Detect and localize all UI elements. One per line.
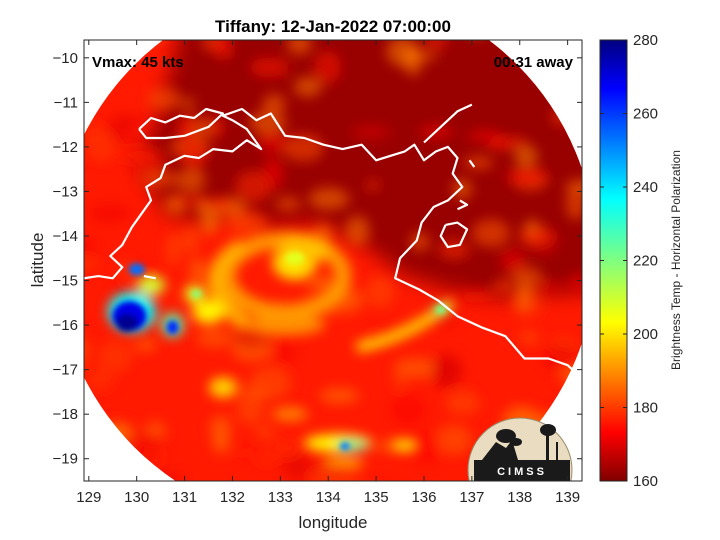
coastline	[84, 103, 582, 380]
x-tick-label: 130	[124, 489, 149, 506]
colorbar-tick-label: 240	[633, 179, 658, 196]
time-away-label: 00:31 away	[494, 54, 574, 71]
y-axis: −10 −11 −12 −13 −14 −15 −16 −17 −18 −19	[53, 50, 582, 468]
x-tick-label: 133	[268, 489, 293, 506]
brightness-texture	[84, 40, 582, 481]
x-tick-label: 139	[555, 489, 580, 506]
y-tick-label: −11	[54, 94, 78, 111]
colorbar-label: Brightness Temp - Horizontal Polarizatio…	[669, 150, 683, 370]
colorbar-tick-label: 260	[633, 106, 658, 123]
vmax-label: Vmax: 45 kts	[92, 54, 184, 71]
plot-frame	[83, 39, 583, 482]
x-tick-label: 129	[76, 489, 101, 506]
colorbar-ticks: 160 180 200 220 240 260 280	[600, 32, 658, 490]
y-axis-label: latitude	[28, 233, 47, 288]
y-tick-label: −19	[53, 451, 78, 468]
x-tick-label: 136	[411, 489, 436, 506]
y-tick-label: −18	[53, 406, 78, 423]
x-axis-label: longitude	[298, 513, 367, 532]
x-tick-label: 131	[172, 489, 197, 506]
chart-title: Tiffany: 12-Jan-2022 07:00:00	[215, 17, 451, 36]
x-tick-label: 137	[459, 489, 484, 506]
y-tick-label: −17	[53, 362, 78, 379]
x-tick-label: 132	[220, 489, 245, 506]
y-tick-label: −10	[53, 50, 78, 67]
y-tick-label: −15	[53, 273, 78, 290]
x-axis: 129 130 131 132 133 134 135 136 137 138 139	[76, 40, 580, 506]
logo-text: CIMSS	[497, 466, 547, 478]
x-tick-label: 138	[507, 489, 532, 506]
map-axes: CIMSS 129 130 131 132 133 134 135 136 137 138 139 …	[28, 17, 583, 532]
y-tick-label: −12	[53, 139, 78, 156]
x-tick-label: 134	[316, 489, 341, 506]
colorbar-gradient	[599, 39, 628, 482]
convective-features	[107, 232, 456, 469]
x-tick-label: 135	[364, 489, 389, 506]
colorbar: 160 180 200 220 240 260 280 Brightness Temp - …	[599, 32, 683, 490]
y-tick-label: −16	[53, 317, 78, 334]
cimss-logo: CIMSS	[467, 417, 573, 481]
colorbar-tick-label: 180	[633, 400, 658, 417]
y-tick-label: −13	[53, 183, 78, 200]
colorbar-tick-label: 220	[633, 253, 658, 270]
microwave-swath: CIMSS	[84, 40, 582, 481]
colorbar-tick-label: 160	[633, 473, 658, 490]
colorbar-tick-label: 200	[633, 326, 658, 343]
y-tick-label: −14	[53, 228, 78, 245]
colorbar-tick-label: 280	[633, 32, 658, 49]
